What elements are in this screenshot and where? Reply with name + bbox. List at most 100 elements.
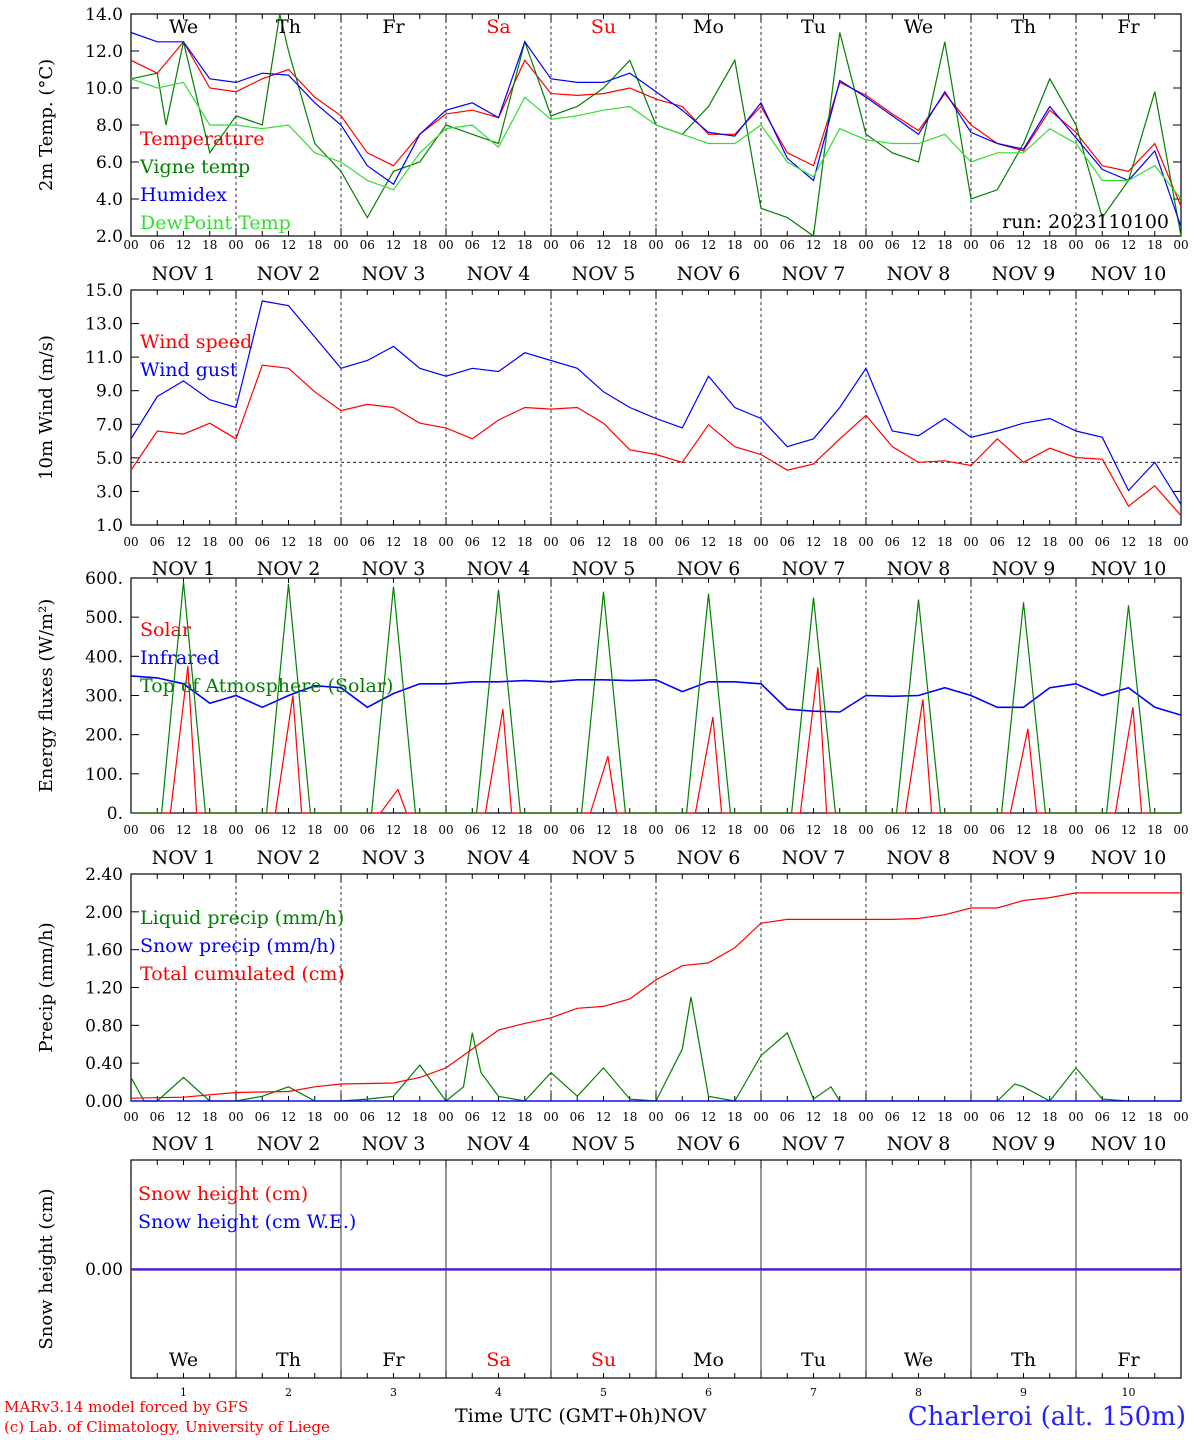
x-tick-label: 00 [543, 1110, 558, 1124]
x-tick-label: 12 [701, 823, 716, 837]
x-tick-label: 18 [202, 238, 217, 252]
x-tick-label: 06 [1095, 535, 1110, 549]
x-axis-title: Time UTC (GMT+0h)NOV [455, 1405, 706, 1427]
x-tick-label: 18 [622, 238, 637, 252]
y-tick-label: 13.0 [85, 315, 123, 335]
x-tick-label: 18 [1042, 1110, 1057, 1124]
legend-total-cumulated-cm: Total cumulated (cm) [140, 963, 345, 985]
x-tick-label: 00 [438, 238, 453, 252]
bottom-day-number: 3 [390, 1386, 397, 1399]
x-tick-label: 00 [438, 535, 453, 549]
date-label: NOV 5 [572, 1133, 636, 1155]
x-tick-label: 18 [937, 1110, 952, 1124]
weekday-label: Fr [1117, 1349, 1140, 1371]
x-tick-label: 18 [622, 535, 637, 549]
x-tick-label: 12 [491, 535, 506, 549]
legend-infrared: Infrared [140, 647, 220, 669]
x-tick-label: 18 [307, 238, 322, 252]
x-tick-label: 00 [648, 535, 663, 549]
bottom-day-number: 8 [915, 1386, 922, 1399]
x-tick-label: 00 [228, 535, 243, 549]
x-tick-label: 18 [307, 823, 322, 837]
legend-snow-precip-mm-h: Snow precip (mm/h) [140, 935, 336, 957]
weekday-label: Sa [486, 16, 510, 38]
legend-solar: Solar [140, 619, 192, 641]
date-label: NOV 6 [677, 847, 741, 869]
x-tick-label: 12 [281, 1110, 296, 1124]
date-label: NOV 5 [572, 558, 636, 580]
x-tick-label: 06 [255, 1110, 270, 1124]
bottom-day-number: 7 [810, 1386, 817, 1399]
lab-credit: (c) Lab. of Climatology, University of L… [4, 1418, 330, 1436]
legend-humidex: Humidex [140, 184, 227, 206]
y-tick-label: 400. [85, 647, 123, 667]
series-line-total-cumulated-cm [130, 892, 1181, 1099]
weekday-label: Fr [382, 1349, 405, 1371]
x-tick-label: 00 [753, 238, 768, 252]
x-tick-label: 12 [701, 1110, 716, 1124]
date-label: NOV 3 [362, 1133, 426, 1155]
x-tick-label: 18 [1147, 535, 1162, 549]
x-tick-label: 00 [648, 823, 663, 837]
x-tick-label: 06 [675, 238, 690, 252]
x-tick-label: 06 [150, 535, 165, 549]
x-tick-label: 18 [832, 823, 847, 837]
series-line-infrared [130, 675, 1182, 716]
x-tick-label: 06 [255, 823, 270, 837]
x-tick-label: 18 [1042, 238, 1057, 252]
date-label: NOV 1 [152, 263, 216, 285]
weekday-label: We [169, 1349, 198, 1371]
x-tick-label: 06 [1095, 823, 1110, 837]
x-tick-label: 12 [806, 823, 821, 837]
date-label: NOV 1 [152, 1133, 216, 1155]
x-tick-label: 06 [675, 823, 690, 837]
legend-vigne-temp: Vigne temp [139, 156, 250, 178]
x-tick-label: 18 [202, 535, 217, 549]
y-tick-label: 0.00 [85, 1260, 123, 1280]
weekday-label: Th [276, 1349, 301, 1371]
date-label: NOV 2 [257, 847, 321, 869]
weekday-label: Sa [486, 1349, 510, 1371]
legend-dewpoint-temp: DewPoint Temp [140, 212, 291, 234]
date-label: NOV 6 [677, 263, 741, 285]
weekday-label: Fr [382, 16, 405, 38]
x-tick-label: 12 [1016, 238, 1031, 252]
x-tick-label: 18 [727, 535, 742, 549]
x-tick-label: 18 [1147, 823, 1162, 837]
x-tick-label: 06 [570, 1110, 585, 1124]
x-tick-label: 06 [150, 1110, 165, 1124]
x-tick-label: 00 [1068, 823, 1083, 837]
date-label: NOV 4 [467, 558, 531, 580]
y-tick-label: 600. [85, 569, 123, 589]
weekday-label: We [904, 1349, 933, 1371]
x-tick-label: 06 [885, 1110, 900, 1124]
x-tick-label: 12 [386, 1110, 401, 1124]
x-tick-label: 00 [123, 535, 138, 549]
x-tick-label: 00 [333, 535, 348, 549]
weekday-label: We [169, 16, 198, 38]
x-tick-label: 00 [648, 238, 663, 252]
x-tick-label: 06 [360, 535, 375, 549]
series-line-dewpoint-temp [130, 78, 1182, 200]
series-line-vigne-temp [130, 13, 1182, 238]
weekday-label: Mo [693, 1349, 724, 1371]
x-tick-label: 12 [1016, 823, 1031, 837]
x-tick-label: 00 [1068, 1110, 1083, 1124]
date-label: NOV 10 [1091, 1133, 1167, 1155]
run-annotation: run: 2023110100 [1002, 211, 1169, 233]
x-tick-label: 18 [937, 535, 952, 549]
y-tick-label: 14.0 [85, 5, 123, 25]
x-tick-label: 18 [937, 238, 952, 252]
x-tick-label: 06 [885, 238, 900, 252]
legend-temperature: Temperature [140, 128, 264, 150]
x-tick-label: 12 [596, 535, 611, 549]
x-tick-label: 00 [753, 823, 768, 837]
x-tick-label: 12 [1121, 535, 1136, 549]
date-label: NOV 3 [362, 558, 426, 580]
x-tick-label: 00 [1173, 238, 1188, 252]
y-tick-label: 1.0 [96, 516, 123, 536]
x-tick-label: 18 [517, 1110, 532, 1124]
date-label: NOV 4 [467, 847, 531, 869]
x-tick-label: 00 [543, 535, 558, 549]
x-tick-label: 18 [1147, 238, 1162, 252]
